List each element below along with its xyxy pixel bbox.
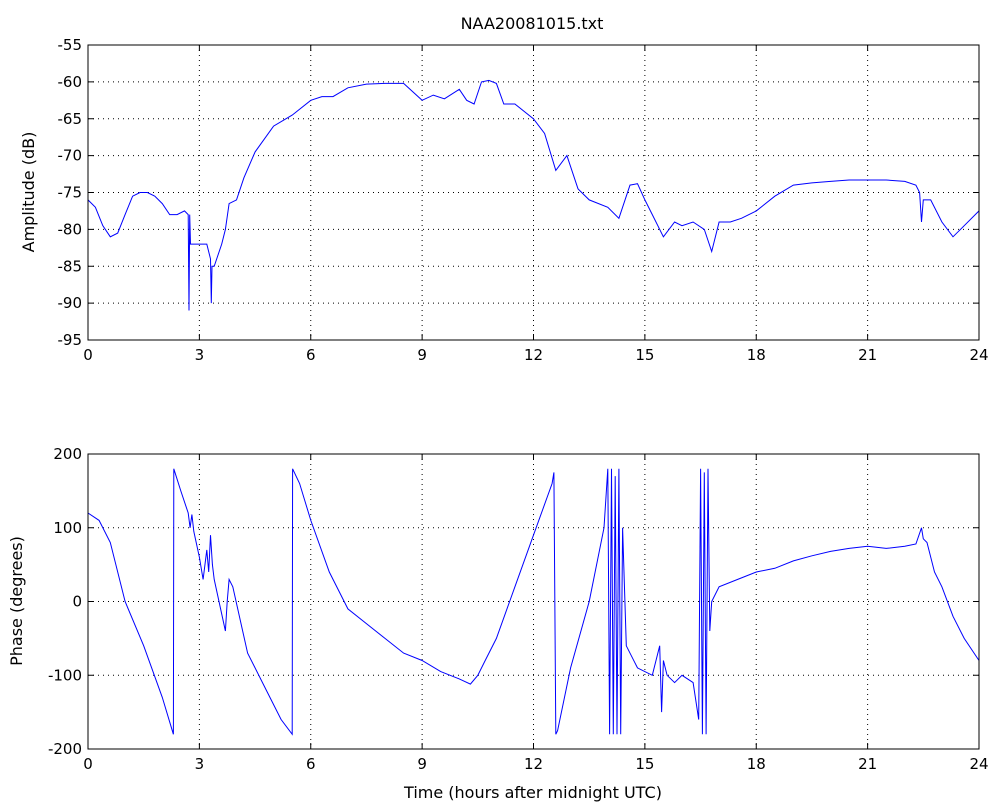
phase-series-line — [87, 468, 980, 736]
amplitude-y-tick-label: -95 — [58, 331, 83, 349]
amplitude-x-tick-label: 0 — [83, 346, 93, 364]
phase-x-tick-label: 18 — [747, 755, 766, 773]
amplitude-y-tick-label: -75 — [58, 184, 83, 202]
amplitude-x-tick-label: 3 — [195, 346, 205, 364]
amplitude-y-tick-label: -65 — [58, 110, 83, 128]
phase-y-tick-labels: 200 100 0 -100 -200 — [48, 445, 82, 758]
amplitude-y-tick-label: -90 — [58, 294, 83, 312]
phase-x-tick-label: 0 — [83, 755, 93, 773]
amplitude-x-tick-label: 12 — [524, 346, 543, 364]
amplitude-x-tick-labels: 0 3 6 9 12 15 18 21 24 — [83, 346, 988, 364]
chart-title: NAA20081015.txt — [461, 14, 604, 33]
amplitude-y-tick-label: -55 — [58, 36, 83, 54]
phase-x-axis-label: Time (hours after midnight UTC) — [403, 783, 662, 802]
amplitude-axes-box — [87, 44, 980, 341]
amplitude-plot: 0 3 6 9 12 15 18 21 24 -55-60-65-70-75-80-85-90-… — [19, 36, 989, 364]
phase-x-tick-label: 9 — [417, 755, 427, 773]
amplitude-y-tick-labels: -55 -60 -65 -70 -75 -80 -85 -90 -95 — [58, 36, 83, 349]
phase-y-tick-label: 100 — [53, 519, 82, 537]
phase-plot: 0 3 6 9 12 15 18 21 24 200 100 0 -100 -200 Phase (de… — [7, 445, 989, 802]
phase-x-tick-label: 3 — [195, 755, 205, 773]
amplitude-y-tick-label: -85 — [58, 257, 83, 275]
amplitude-x-tick-label: 15 — [635, 346, 654, 364]
amplitude-y-axis-label: Amplitude (dB) — [19, 132, 38, 253]
phase-y-tick-label: 0 — [72, 593, 82, 611]
phase-y-tick-label: 200 — [53, 445, 82, 463]
amplitude-y-tick-label: -70 — [58, 147, 83, 165]
amplitude-x-tick-label: 9 — [417, 346, 427, 364]
phase-x-tick-label: 21 — [858, 755, 877, 773]
amplitude-x-tick-label: 21 — [858, 346, 877, 364]
phase-x-tick-label: 24 — [969, 755, 988, 773]
phase-y-tick-label: -100 — [48, 666, 82, 684]
amplitude-series-line — [87, 79, 980, 311]
amplitude-x-tick-label: 18 — [747, 346, 766, 364]
phase-axes-box — [87, 453, 980, 750]
amplitude-y-tick-label: -60 — [58, 73, 83, 91]
amplitude-x-tick-label: 6 — [306, 346, 316, 364]
phase-y-axis-label: Phase (degrees) — [7, 536, 26, 666]
phase-grid — [88, 454, 979, 749]
phase-x-tick-label: 12 — [524, 755, 543, 773]
phase-y-tick-label: -200 — [48, 740, 82, 758]
amplitude-x-tick-label: 24 — [969, 346, 988, 364]
phase-x-tick-labels: 0 3 6 9 12 15 18 21 24 — [83, 755, 988, 773]
phase-x-tick-label: 6 — [306, 755, 316, 773]
phase-x-tick-label: 15 — [635, 755, 654, 773]
amplitude-y-tick-label: -80 — [58, 220, 83, 238]
